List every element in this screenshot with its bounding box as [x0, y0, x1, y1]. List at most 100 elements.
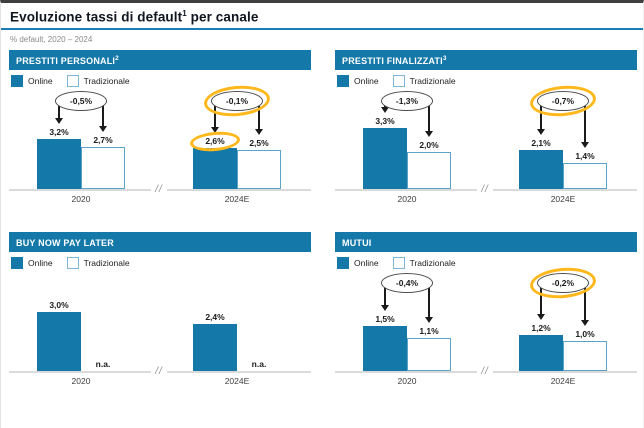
arrow-down-icon — [55, 117, 63, 124]
delta-oval: -0,7% — [537, 90, 589, 111]
bar-online — [37, 311, 81, 371]
value-label: 1,0% — [575, 328, 595, 339]
bar-online — [37, 138, 81, 189]
legend-label-online: Online — [28, 75, 53, 86]
bar-online — [363, 127, 407, 189]
x-axis-label: 2020 — [71, 375, 91, 386]
online-swatch-icon — [11, 256, 23, 269]
legend-label-online: Online — [28, 257, 53, 268]
delta-arrow-line — [428, 100, 430, 132]
value-label: 2,4% — [205, 311, 225, 322]
online-swatch-icon — [337, 74, 349, 87]
bar-traditional — [563, 162, 607, 189]
value-label: 1,5% — [375, 313, 395, 324]
arrow-down-icon — [425, 316, 433, 323]
arrow-down-icon — [581, 141, 589, 148]
axis-break-icon: // — [151, 363, 167, 379]
value-label: 3,0% — [49, 299, 69, 310]
traditional-swatch-icon — [66, 256, 79, 269]
x-axis-label: 2024E — [224, 193, 250, 204]
x-axis-label: 2020 — [397, 193, 417, 204]
legend: Online Tradizionale — [9, 252, 311, 271]
legend-label-traditional: Tradizionale — [83, 257, 130, 268]
delta-arrow-line — [540, 100, 542, 130]
arrow-down-icon — [537, 313, 545, 320]
delta-arrow-line — [428, 282, 430, 318]
bar-online — [363, 325, 407, 371]
page-title-tail: per canale — [186, 9, 259, 25]
value-label: 1,1% — [419, 325, 439, 336]
online-swatch-icon — [11, 74, 23, 87]
page-title: Evoluzione tassi di default1 per canale — [1, 3, 643, 28]
bar-traditional — [407, 337, 451, 371]
value-label: 3,2% — [49, 126, 69, 137]
highlight-ellipse-icon — [528, 82, 598, 119]
axis-break-icon: // — [477, 181, 493, 197]
arrow-down-icon — [211, 126, 219, 133]
bar-traditional — [237, 149, 281, 189]
x-axis-label: 2020 — [71, 193, 91, 204]
value-label: 2,6% — [205, 135, 225, 146]
delta-oval: -1,3% — [381, 90, 433, 111]
legend-label-online: Online — [354, 257, 379, 268]
value-label: 2,7% — [93, 134, 113, 145]
value-label: 2,0% — [419, 139, 439, 150]
legend: Online Tradizionale — [335, 70, 637, 89]
highlight-ellipse-icon — [528, 264, 598, 301]
delta-arrow-line — [258, 100, 260, 130]
bar-traditional — [407, 151, 451, 189]
arrow-down-icon — [537, 128, 545, 135]
na-label: n.a. — [251, 358, 267, 369]
legend-label-traditional: Tradizionale — [83, 75, 130, 86]
value-label: 2,1% — [531, 137, 551, 148]
arrow-down-icon — [581, 319, 589, 326]
panel-title: PRESTITI FINALIZZATI — [342, 55, 443, 66]
traditional-swatch-icon — [392, 74, 405, 87]
panel-title: PRESTITI PERSONALI — [16, 55, 116, 66]
panel-prestiti-personali: PRESTITI PERSONALI2 Online Tradizionale … — [9, 49, 311, 213]
highlight-ellipse-icon — [202, 82, 272, 119]
value-label: 1,4% — [575, 150, 595, 161]
delta-arrow-line — [540, 282, 542, 315]
panel-header: BUY NOW PAY LATER — [9, 231, 311, 252]
axis-break-icon: // — [151, 181, 167, 197]
panel-title: BUY NOW PAY LATER — [16, 237, 114, 248]
delta-oval: -0,2% — [537, 272, 589, 293]
panel-prestiti-finalizzati: PRESTITI FINALIZZATI3 Online Tradizional… — [335, 49, 637, 213]
panel-title: MUTUI — [342, 237, 372, 248]
delta-oval: -0,5% — [55, 90, 107, 111]
delta-oval: -0,1% — [211, 90, 263, 111]
panel-header: MUTUI — [335, 231, 637, 252]
x-axis-label: 2024E — [550, 375, 576, 386]
page-subtitle: % default, 2020 – 2024 — [10, 34, 93, 44]
x-axis-label: 2020 — [397, 375, 417, 386]
na-label: n.a. — [95, 358, 111, 369]
bar-traditional — [81, 146, 125, 189]
bar-chart: //2020 3,0% n.a. 2024E 2,4% n.a. — [9, 271, 311, 395]
bar-online — [519, 334, 563, 371]
panel-header: PRESTITI PERSONALI2 — [9, 49, 311, 70]
axis-break-icon: // — [477, 363, 493, 379]
arrow-down-icon — [99, 125, 107, 132]
delta-arrow-line — [214, 100, 216, 128]
bar-online — [193, 323, 237, 371]
legend: Online Tradizionale — [335, 252, 637, 271]
bar-chart: // 2020 3,3% 2,0% 2024E 2,1% 1,4% -1,3% -0,7% — [335, 82, 637, 213]
legend-label-traditional: Tradizionale — [409, 75, 456, 86]
arrow-down-icon — [381, 304, 389, 311]
bar-chart: // 2020 3,2% 2,7% 2024E 2,6% 2,5% -0,5% -0,1% — [9, 82, 311, 213]
x-axis-label: 2024E — [550, 193, 576, 204]
value-label: 3,3% — [375, 115, 395, 126]
panel-footnote-marker: 2 — [115, 54, 119, 62]
panel-buy-now-pay-later: BUY NOW PAY LATER Online Tradizionale //… — [9, 231, 311, 395]
delta-arrow-line — [584, 282, 586, 321]
bar-online — [193, 147, 237, 189]
delta-arrow-line — [584, 100, 586, 143]
legend-label-traditional: Tradizionale — [409, 257, 456, 268]
arrow-down-icon — [425, 130, 433, 137]
panel-header: PRESTITI FINALIZZATI3 — [335, 49, 637, 70]
delta-arrow-line — [58, 100, 60, 119]
online-swatch-icon — [337, 256, 349, 269]
panel-mutui: MUTUI Online Tradizionale // 2020 1,5% 1,1%… — [335, 231, 637, 395]
